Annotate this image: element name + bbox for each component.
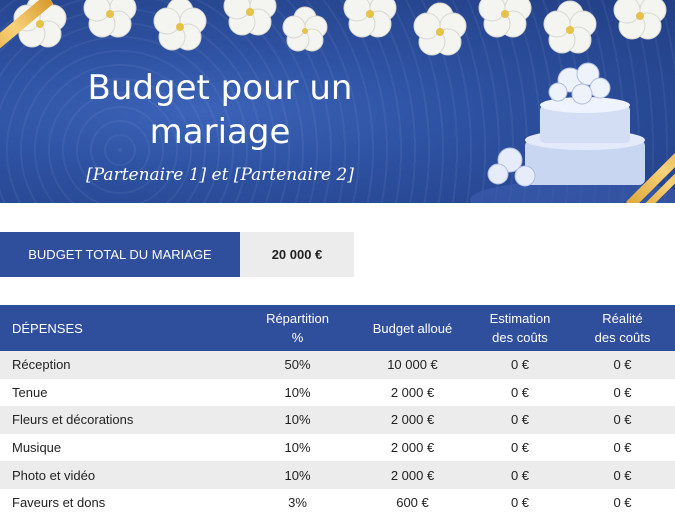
- table-row: Photo et vidéo 10% 2 000 € 0 € 0 €: [0, 461, 675, 489]
- table-header: DÉPENSES Répartition % Budget alloué Est…: [0, 305, 675, 351]
- total-budget-value[interactable]: 20 000 €: [240, 232, 354, 277]
- expense-actual[interactable]: 0 €: [613, 467, 632, 483]
- expense-actual[interactable]: 0 €: [613, 440, 632, 456]
- expense-actual[interactable]: 0 €: [613, 384, 632, 400]
- expenses-table: DÉPENSES Répartition % Budget alloué Est…: [0, 305, 675, 517]
- expense-actual[interactable]: 0 €: [613, 495, 632, 511]
- expense-actual[interactable]: 0 €: [613, 357, 632, 373]
- expense-allocated: 2 000 €: [390, 467, 435, 483]
- total-budget-label: BUDGET TOTAL DU MARIAGE: [0, 232, 240, 277]
- expense-name[interactable]: Photo et vidéo: [12, 467, 96, 483]
- expense-split[interactable]: 10%: [284, 384, 311, 400]
- expense-split[interactable]: 3%: [288, 495, 307, 511]
- expense-estimate[interactable]: 0 €: [510, 412, 530, 428]
- partners-subtitle[interactable]: [Partenaire 1] et [Partenaire 2]: [86, 165, 354, 185]
- header-actual-line1: Réalité: [602, 311, 643, 326]
- page-title: Budget pour un mariage: [40, 66, 400, 154]
- flower-garland-image: [13, 0, 667, 56]
- expense-name[interactable]: Fleurs et décorations: [12, 412, 134, 428]
- expense-estimate[interactable]: 0 €: [510, 495, 530, 511]
- header-estimate-line1: Estimation: [489, 311, 551, 326]
- table-row: Fleurs et décorations 10% 2 000 € 0 € 0 …: [0, 406, 675, 434]
- expense-actual[interactable]: 0 €: [613, 412, 632, 428]
- header-split-line1: Répartition: [266, 311, 329, 326]
- expense-estimate[interactable]: 0 €: [510, 384, 530, 400]
- expense-split[interactable]: 50%: [284, 357, 311, 373]
- expense-allocated: 2 000 €: [390, 412, 435, 428]
- expense-estimate[interactable]: 0 €: [510, 467, 530, 483]
- expense-allocated: 600 €: [396, 495, 429, 511]
- header-allocated: Budget alloué: [372, 320, 453, 336]
- wedding-cake-image: [470, 62, 675, 203]
- header-banner: Budget pour un mariage [Partenaire 1] et…: [0, 0, 675, 203]
- expense-split[interactable]: 10%: [284, 467, 311, 483]
- expense-name[interactable]: Musique: [12, 440, 62, 456]
- table-row: Faveurs et dons 3% 600 € 0 € 0 €: [0, 489, 675, 517]
- expense-name[interactable]: Réception: [12, 357, 71, 373]
- title-line-2: mariage: [149, 112, 291, 152]
- table-row: Réception 50% 10 000 € 0 € 0 €: [0, 351, 675, 379]
- expense-name[interactable]: Tenue: [12, 384, 48, 400]
- expense-estimate[interactable]: 0 €: [510, 440, 530, 456]
- expense-split[interactable]: 10%: [284, 440, 311, 456]
- header-actual-line2: des coûts: [594, 330, 651, 345]
- table-row: Musique 10% 2 000 € 0 € 0 €: [0, 434, 675, 462]
- expense-estimate[interactable]: 0 €: [510, 357, 530, 373]
- header-estimate: Estimation des coûts: [470, 305, 570, 351]
- expense-name[interactable]: Faveurs et dons: [12, 495, 106, 511]
- title-line-1: Budget pour un: [87, 68, 353, 108]
- expense-allocated: 2 000 €: [390, 384, 435, 400]
- expense-allocated: 2 000 €: [390, 440, 435, 456]
- header-estimate-line2: des coûts: [492, 330, 548, 345]
- table-row: Tenue 10% 2 000 € 0 € 0 €: [0, 379, 675, 407]
- expense-allocated: 10 000 €: [387, 357, 438, 373]
- expense-split[interactable]: 10%: [284, 412, 311, 428]
- header-split: Répartition %: [240, 305, 355, 351]
- header-split-line2: %: [291, 330, 304, 345]
- header-actual: Réalité des coûts: [570, 305, 675, 351]
- header-expenses: DÉPENSES: [12, 320, 83, 336]
